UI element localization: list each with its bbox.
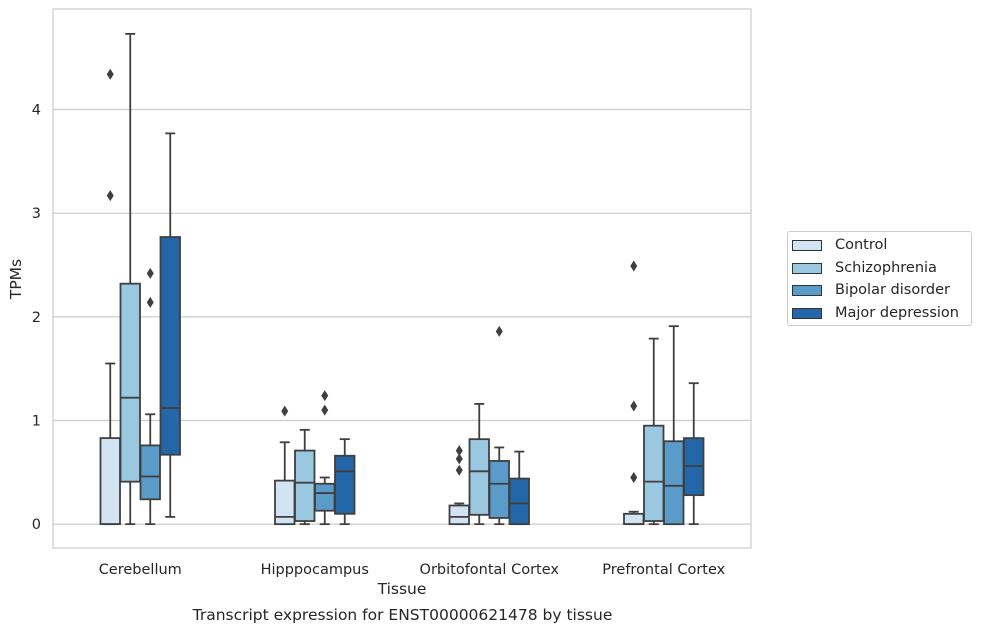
y-tick-label: 4 xyxy=(32,103,41,119)
legend-item-major-depression: Major depression xyxy=(788,303,959,323)
legend-item-bipolar-disorder: Bipolar disorder xyxy=(788,280,950,300)
outlier-point xyxy=(146,267,154,279)
series-schizophrenia xyxy=(119,32,665,526)
x-tick-label: Prefrontal Cortex xyxy=(602,562,725,578)
box xyxy=(488,460,510,519)
x-tick-label: Hipppocampus xyxy=(261,562,369,578)
plot-frame xyxy=(52,8,752,549)
box xyxy=(508,477,530,526)
box xyxy=(663,440,685,526)
legend-swatch-bipolar-disorder xyxy=(792,284,822,296)
box xyxy=(139,444,161,501)
y-tick-label: 1 xyxy=(32,414,41,430)
series-major-depression xyxy=(159,132,705,526)
x-axis-label: Tissue xyxy=(377,580,427,598)
chart-caption: Transcript expression for ENST0000062147… xyxy=(192,606,613,624)
box-series xyxy=(99,32,705,526)
outlier-point xyxy=(455,453,463,465)
outlier-point xyxy=(630,400,638,412)
legend-label: Schizophrenia xyxy=(835,260,937,276)
box xyxy=(314,482,336,512)
legend-label: Control xyxy=(835,237,888,253)
outlier-point xyxy=(146,296,154,308)
box xyxy=(448,504,470,526)
legend-swatch-schizophrenia xyxy=(792,262,822,274)
y-axis-ticks: 0 1 2 3 4 xyxy=(32,103,41,534)
legend-item-control: Control xyxy=(788,235,887,255)
box xyxy=(643,424,665,522)
legend: Control Schizophrenia Bipolar disorder M… xyxy=(787,231,972,326)
box xyxy=(334,454,356,515)
outlier-point xyxy=(495,325,503,337)
outlier-point xyxy=(321,390,329,402)
outlier-point xyxy=(455,464,463,476)
y-axis-label: TPMs xyxy=(7,259,25,300)
box xyxy=(159,236,181,456)
outlier-point xyxy=(321,404,329,416)
legend-item-schizophrenia: Schizophrenia xyxy=(788,258,937,278)
series-bipolar-disorder xyxy=(139,267,685,526)
legend-swatch-major-depression xyxy=(792,307,822,319)
legend-label: Bipolar disorder xyxy=(835,282,950,298)
y-tick-label: 0 xyxy=(32,517,41,533)
legend-swatch-control xyxy=(792,239,822,251)
legend-label: Major depression xyxy=(835,305,959,321)
outlier-point xyxy=(106,68,114,80)
x-tick-label: Cerebellum xyxy=(99,562,182,578)
outlier-point xyxy=(630,260,638,272)
y-tick-label: 2 xyxy=(32,310,41,326)
series-control xyxy=(99,68,645,526)
outlier-point xyxy=(106,190,114,202)
box xyxy=(468,438,490,516)
outlier-point xyxy=(630,472,638,484)
box xyxy=(294,449,316,522)
outlier-point xyxy=(281,405,289,417)
outlier-point xyxy=(455,445,463,457)
box xyxy=(623,512,645,526)
box xyxy=(119,282,141,483)
x-axis-ticks: Cerebellum Hipppocampus Orbitofontal Corte… xyxy=(99,562,726,578)
y-tick-label: 3 xyxy=(32,206,41,222)
x-tick-label: Orbitofontal Cortex xyxy=(420,562,560,578)
box xyxy=(99,437,121,526)
